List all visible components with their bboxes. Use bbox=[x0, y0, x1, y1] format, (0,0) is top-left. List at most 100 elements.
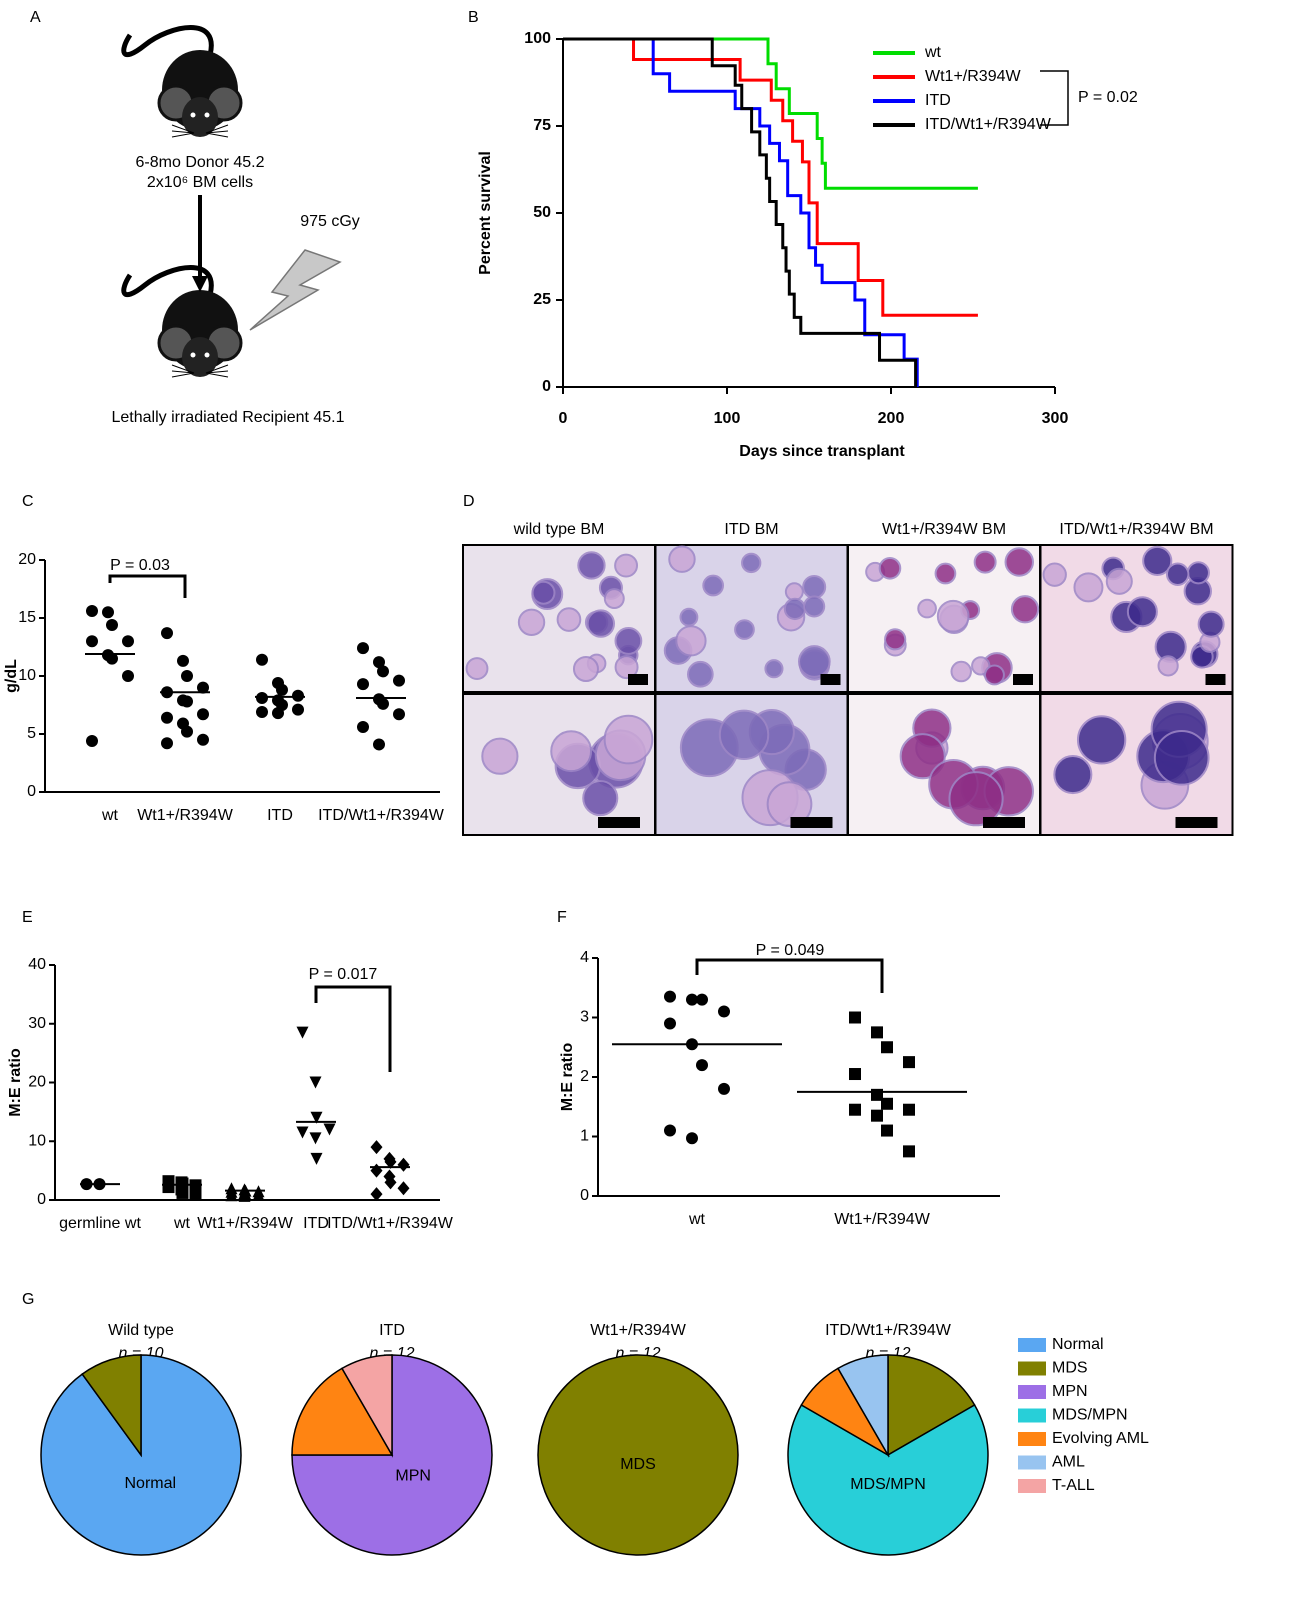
scale-bar bbox=[628, 674, 648, 685]
cell bbox=[582, 780, 619, 817]
point bbox=[370, 1140, 383, 1155]
legend-label: MDS/MPN bbox=[1052, 1407, 1128, 1424]
whisker bbox=[171, 370, 195, 374]
micrograph-header: ITD/Wt1+/R394W BM bbox=[1059, 521, 1213, 538]
point bbox=[393, 674, 405, 687]
scale-bar bbox=[1205, 674, 1226, 685]
x-tick-label: 200 bbox=[878, 410, 905, 427]
y-axis-label: M:E ratio bbox=[7, 1048, 24, 1117]
x-tick-label: wt bbox=[688, 1211, 706, 1228]
x-tick-label: ITD/Wt1+/R394W bbox=[327, 1215, 454, 1232]
point bbox=[373, 738, 385, 751]
point bbox=[357, 721, 369, 734]
legend-label: T-ALL bbox=[1052, 1477, 1095, 1494]
cell bbox=[1153, 729, 1210, 786]
point bbox=[272, 707, 284, 720]
point bbox=[871, 1026, 883, 1039]
point bbox=[102, 606, 114, 619]
donor-label: 6-8mo Donor 45.2 bbox=[136, 154, 265, 171]
point bbox=[397, 1157, 410, 1172]
point bbox=[370, 1163, 383, 1178]
point bbox=[86, 605, 98, 618]
survival-line bbox=[563, 37, 919, 387]
point bbox=[357, 642, 369, 655]
point bbox=[256, 653, 268, 666]
point bbox=[871, 1109, 883, 1122]
pie-slice bbox=[81, 1354, 142, 1458]
cell bbox=[766, 781, 813, 828]
point bbox=[86, 734, 98, 747]
cell bbox=[1126, 596, 1158, 628]
cell bbox=[917, 598, 937, 619]
panel-label: D bbox=[463, 493, 475, 510]
point bbox=[122, 635, 134, 648]
whisker bbox=[171, 372, 195, 378]
scale-bar bbox=[1175, 817, 1218, 828]
pie-title: ITD bbox=[379, 1322, 405, 1339]
whisker bbox=[171, 364, 195, 374]
point bbox=[696, 1059, 708, 1072]
point bbox=[256, 692, 268, 705]
cells-label: 2x10⁶ BM cells bbox=[147, 174, 253, 191]
y-tick-label: 100 bbox=[524, 30, 551, 47]
micrograph-header: ITD BM bbox=[724, 521, 778, 538]
point bbox=[310, 1111, 323, 1124]
x-tick-label: wt bbox=[101, 807, 119, 824]
cell bbox=[1197, 610, 1225, 638]
pie-slice bbox=[887, 1354, 976, 1457]
point bbox=[276, 683, 288, 696]
y-axis-label: Percent survival bbox=[477, 151, 494, 275]
y-tick-label: 0 bbox=[37, 1191, 46, 1208]
panel-label: B bbox=[468, 9, 479, 26]
micrograph bbox=[654, 544, 849, 693]
whisker bbox=[171, 132, 195, 138]
scale-bar bbox=[790, 817, 833, 828]
cell bbox=[784, 582, 804, 602]
point bbox=[161, 737, 173, 750]
point bbox=[238, 1189, 251, 1202]
y-tick-label: 10 bbox=[28, 1132, 46, 1149]
y-tick-label: 50 bbox=[533, 204, 551, 221]
point bbox=[197, 733, 209, 746]
panel-label: E bbox=[22, 909, 33, 926]
whisker bbox=[171, 130, 195, 134]
mouse-head bbox=[182, 337, 218, 377]
y-tick-label: 1 bbox=[580, 1128, 589, 1145]
p-bracket bbox=[314, 985, 392, 1072]
legend-swatch bbox=[1018, 1455, 1046, 1470]
x-tick-label: germline wt bbox=[59, 1215, 141, 1232]
cell bbox=[803, 595, 826, 618]
cell bbox=[1053, 755, 1093, 795]
point bbox=[849, 1068, 861, 1081]
x-tick-label: Wt1+/R394W bbox=[834, 1211, 930, 1228]
cell bbox=[531, 580, 556, 605]
cell bbox=[603, 588, 625, 610]
point bbox=[310, 1152, 323, 1165]
point bbox=[309, 1076, 322, 1089]
y-tick-label: 0 bbox=[580, 1187, 589, 1204]
p-value: P = 0.049 bbox=[756, 942, 825, 959]
y-axis-label: M:E ratio bbox=[559, 1043, 576, 1112]
micrograph bbox=[1039, 544, 1234, 693]
cell bbox=[675, 625, 707, 657]
pie-slice bbox=[537, 1354, 739, 1556]
scale-bar bbox=[1013, 674, 1033, 685]
point bbox=[903, 1056, 915, 1069]
x-tick-label: wt bbox=[173, 1215, 191, 1232]
point bbox=[161, 711, 173, 724]
y-tick-label: 0 bbox=[27, 783, 36, 800]
cell bbox=[802, 574, 827, 600]
survival-line bbox=[563, 37, 978, 317]
mouse-head bbox=[182, 97, 218, 137]
cell bbox=[679, 607, 699, 627]
recipient-label: Lethally irradiated Recipient 45.1 bbox=[111, 409, 344, 426]
cell bbox=[1004, 547, 1034, 577]
point bbox=[161, 627, 173, 640]
point bbox=[373, 656, 385, 669]
point bbox=[256, 705, 268, 718]
p-value: P = 0.02 bbox=[1078, 89, 1138, 106]
cell bbox=[686, 660, 714, 688]
point bbox=[177, 654, 189, 667]
axis-line bbox=[597, 958, 1000, 1197]
